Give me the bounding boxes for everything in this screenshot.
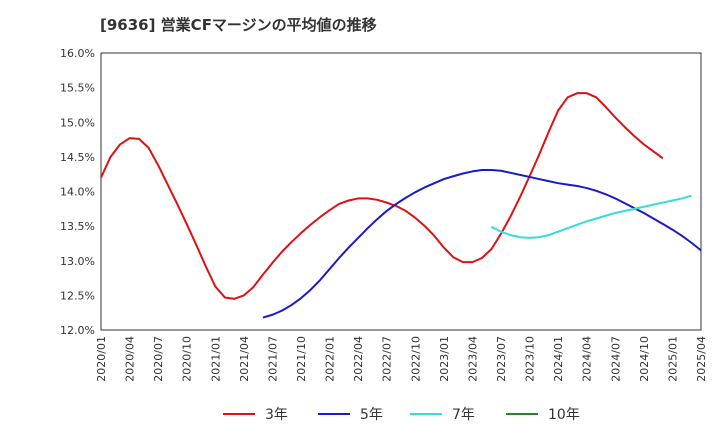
x-tick-label: 2022/07 (381, 336, 394, 382)
x-tick-label: 2023/07 (495, 336, 508, 382)
x-tick-label: 2020/04 (124, 336, 137, 382)
series-lines (100, 92, 702, 319)
legend: 3年 5年 7年 10年 (223, 407, 580, 423)
y-tick-label: 15.0% (60, 116, 95, 129)
x-tick-label: 2023/10 (524, 336, 537, 382)
y-tick-label: 15.5% (60, 82, 95, 95)
x-tick-label: 2025/01 (666, 336, 679, 382)
x-tick-label: 2021/07 (266, 336, 279, 382)
x-tick-label: 2020/07 (152, 336, 165, 382)
x-tick-label: 2021/04 (238, 336, 251, 382)
y-tick-label: 14.5% (60, 151, 95, 164)
x-tick-label: 2023/04 (466, 336, 479, 382)
x-tick-label: 2020/01 (95, 336, 108, 382)
x-tick-label: 2022/04 (352, 336, 365, 382)
x-tick-label: 2021/01 (209, 336, 222, 382)
series-line (491, 194, 692, 239)
y-tick-label: 13.5% (60, 220, 95, 233)
legend-label: 3年 (265, 407, 288, 423)
chart-title: [9636] 営業CFマージンの平均値の推移 (100, 16, 377, 34)
y-tick-label: 12.5% (60, 289, 95, 302)
x-tick-label: 2022/01 (324, 336, 337, 382)
x-tick-label: 2021/10 (295, 336, 308, 382)
series-line (100, 92, 664, 300)
plot-frame (100, 52, 702, 331)
x-tick-label: 2023/01 (438, 336, 451, 382)
x-tick-label: 2025/04 (695, 336, 708, 382)
y-tick-label: 16.0% (60, 47, 95, 60)
legend-label: 7年 (452, 407, 475, 423)
x-tick-label: 2024/07 (609, 336, 622, 382)
x-tick-label: 2022/10 (409, 336, 422, 382)
x-tick-label: 2020/10 (181, 336, 194, 382)
legend-label: 5年 (360, 407, 383, 423)
series-line (262, 169, 702, 319)
y-tick-label: 14.0% (60, 186, 95, 199)
legend-label: 10年 (548, 407, 580, 423)
y-tick-label: 12.0% (60, 324, 95, 337)
y-tick-label: 13.0% (60, 255, 95, 268)
x-tick-label: 2024/10 (638, 336, 651, 382)
x-tick-label: 2024/01 (552, 336, 565, 382)
x-tick-label: 2024/04 (581, 336, 594, 382)
